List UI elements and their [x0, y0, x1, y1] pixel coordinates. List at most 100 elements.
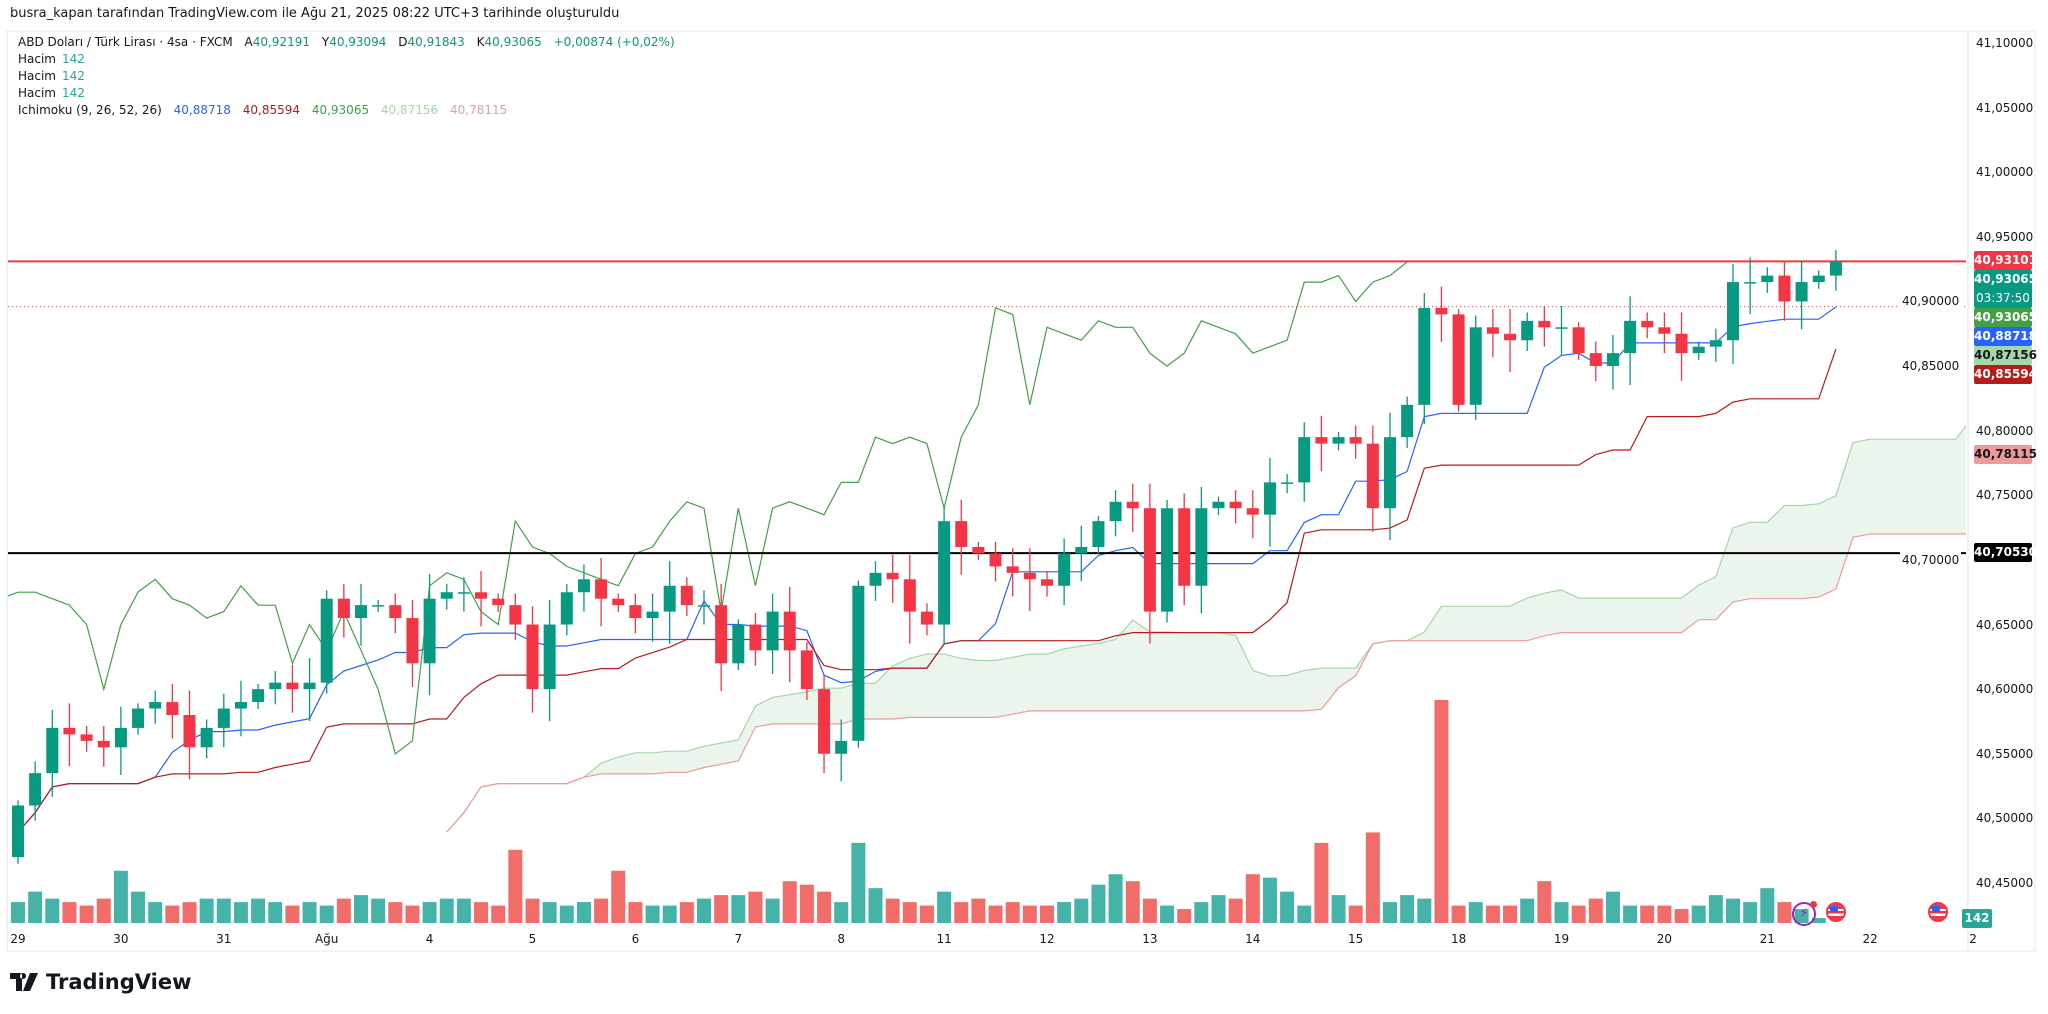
candle-body [920, 611, 933, 625]
time-tick-label: 30 [113, 932, 129, 946]
volume-bar [1280, 891, 1295, 923]
volume-bar [508, 849, 523, 923]
volume-bar [937, 891, 952, 923]
volume-bar [319, 905, 334, 923]
brand-name: TradingView [46, 970, 192, 994]
volume-bar [714, 895, 729, 923]
volume-bar [302, 902, 317, 923]
candle-body [1675, 333, 1688, 354]
volume-bar [1743, 902, 1758, 923]
volume-bar [697, 898, 711, 923]
change-value: +0,00874 (+0,02%) [553, 35, 675, 49]
volume-bar [1485, 905, 1500, 923]
candle-body [749, 624, 762, 651]
volume-bar [1571, 905, 1586, 923]
candle-body [1281, 482, 1294, 484]
candle-body [114, 727, 127, 748]
volume-row[interactable]: Hacim 142 [18, 68, 675, 85]
candle-body [1161, 508, 1174, 612]
us-flag-event-icon[interactable] [1826, 902, 1846, 922]
volume-bar [1537, 881, 1552, 923]
symbol-row[interactable]: ABD Doları / Türk Lirası · 4sa · FXCM A4… [18, 34, 675, 51]
candle-body [46, 727, 59, 774]
candle-body [800, 650, 813, 690]
time-tick-label: 11 [936, 932, 952, 946]
price-tag: 40,93101 [1974, 251, 2037, 271]
volume-bar [131, 891, 146, 923]
kijun-value: 40,85594 [242, 103, 300, 117]
candle-body [1332, 437, 1345, 444]
candle-body [1812, 275, 1825, 283]
volume-tag: 142 [1962, 909, 1992, 928]
candle-body [29, 773, 42, 806]
volume-bar [1142, 898, 1157, 923]
ichimoku-row[interactable]: Ichimoku (9, 26, 52, 26) 40,88718 40,855… [18, 102, 675, 119]
time-tick-label: Ağu [314, 932, 339, 946]
volume-bar [645, 905, 660, 923]
volume-row[interactable]: Hacim 142 [18, 85, 675, 102]
candle-body [423, 598, 436, 664]
candle-body [97, 740, 110, 748]
price-tag: 40,85594 [1974, 365, 2037, 385]
candle-body [732, 624, 745, 664]
price-tick-label: 40,90000 [1900, 293, 1962, 310]
chikou-line [8, 261, 1408, 755]
volume-bar [1708, 895, 1723, 923]
candle-body [149, 702, 162, 709]
price-tick-label: 40,55000 [1976, 746, 2034, 761]
volume-bar [233, 902, 248, 923]
volume-bar [1657, 905, 1672, 923]
volume-bar [182, 902, 197, 923]
candle-body [509, 605, 522, 625]
volume-bar [1400, 895, 1415, 923]
candle-body [989, 553, 1002, 567]
candle-body [269, 682, 282, 690]
lightning-event-icon[interactable]: ⚡ [1792, 901, 1817, 926]
time-tick-label: 19 [1553, 932, 1570, 946]
volume-bar [251, 898, 266, 923]
price-tick-label: 40,65000 [1976, 617, 2034, 632]
volume-bar [1125, 881, 1140, 923]
candle-body [1709, 340, 1722, 347]
volume-bar [268, 902, 283, 923]
tenkan-value: 40,88718 [173, 103, 231, 117]
volume-bar [1520, 898, 1535, 923]
tradingview-logo[interactable]: TradingView [10, 970, 191, 994]
price-tick-label: 40,70000 [1900, 551, 1962, 568]
candle-body [1504, 333, 1517, 341]
us-flag-event-icon[interactable] [1928, 902, 1948, 922]
volume-bar [1160, 905, 1175, 923]
tenkan-line [17, 306, 1837, 833]
candle-body [1349, 437, 1362, 444]
candle-body [440, 592, 453, 599]
time-tick-label: 2 [1969, 932, 1977, 946]
candle-body [1263, 482, 1276, 515]
volume-bar [576, 902, 591, 923]
volume-row[interactable]: Hacim 142 [18, 51, 675, 68]
time-tick-label: 22 [1862, 932, 1878, 946]
volume-bar [1040, 905, 1054, 923]
volume-bar [28, 891, 43, 923]
candle-body [818, 689, 831, 754]
volume-bar [1057, 902, 1072, 923]
volume-bar [336, 898, 351, 923]
volume-bar [1588, 898, 1603, 923]
volume-bar [1554, 902, 1569, 923]
candle-body [1212, 501, 1225, 509]
volume-bar [354, 895, 368, 923]
volume-bar [456, 898, 471, 923]
span-b-line [446, 533, 1966, 833]
volume-bar [1365, 832, 1380, 923]
time-tick-label: 4 [425, 932, 434, 946]
volume-bar [902, 902, 917, 923]
candle-body [1727, 282, 1739, 341]
volume-bar [96, 898, 111, 923]
price-tick-label: 41,00000 [1976, 165, 2034, 180]
candle-body [543, 624, 556, 690]
volume-bar [1177, 909, 1192, 923]
volume-value: 142 [62, 86, 85, 100]
volume-bar [1503, 905, 1518, 923]
price-tick-label: 40,75000 [1976, 488, 2034, 503]
volume-bar [765, 898, 780, 923]
